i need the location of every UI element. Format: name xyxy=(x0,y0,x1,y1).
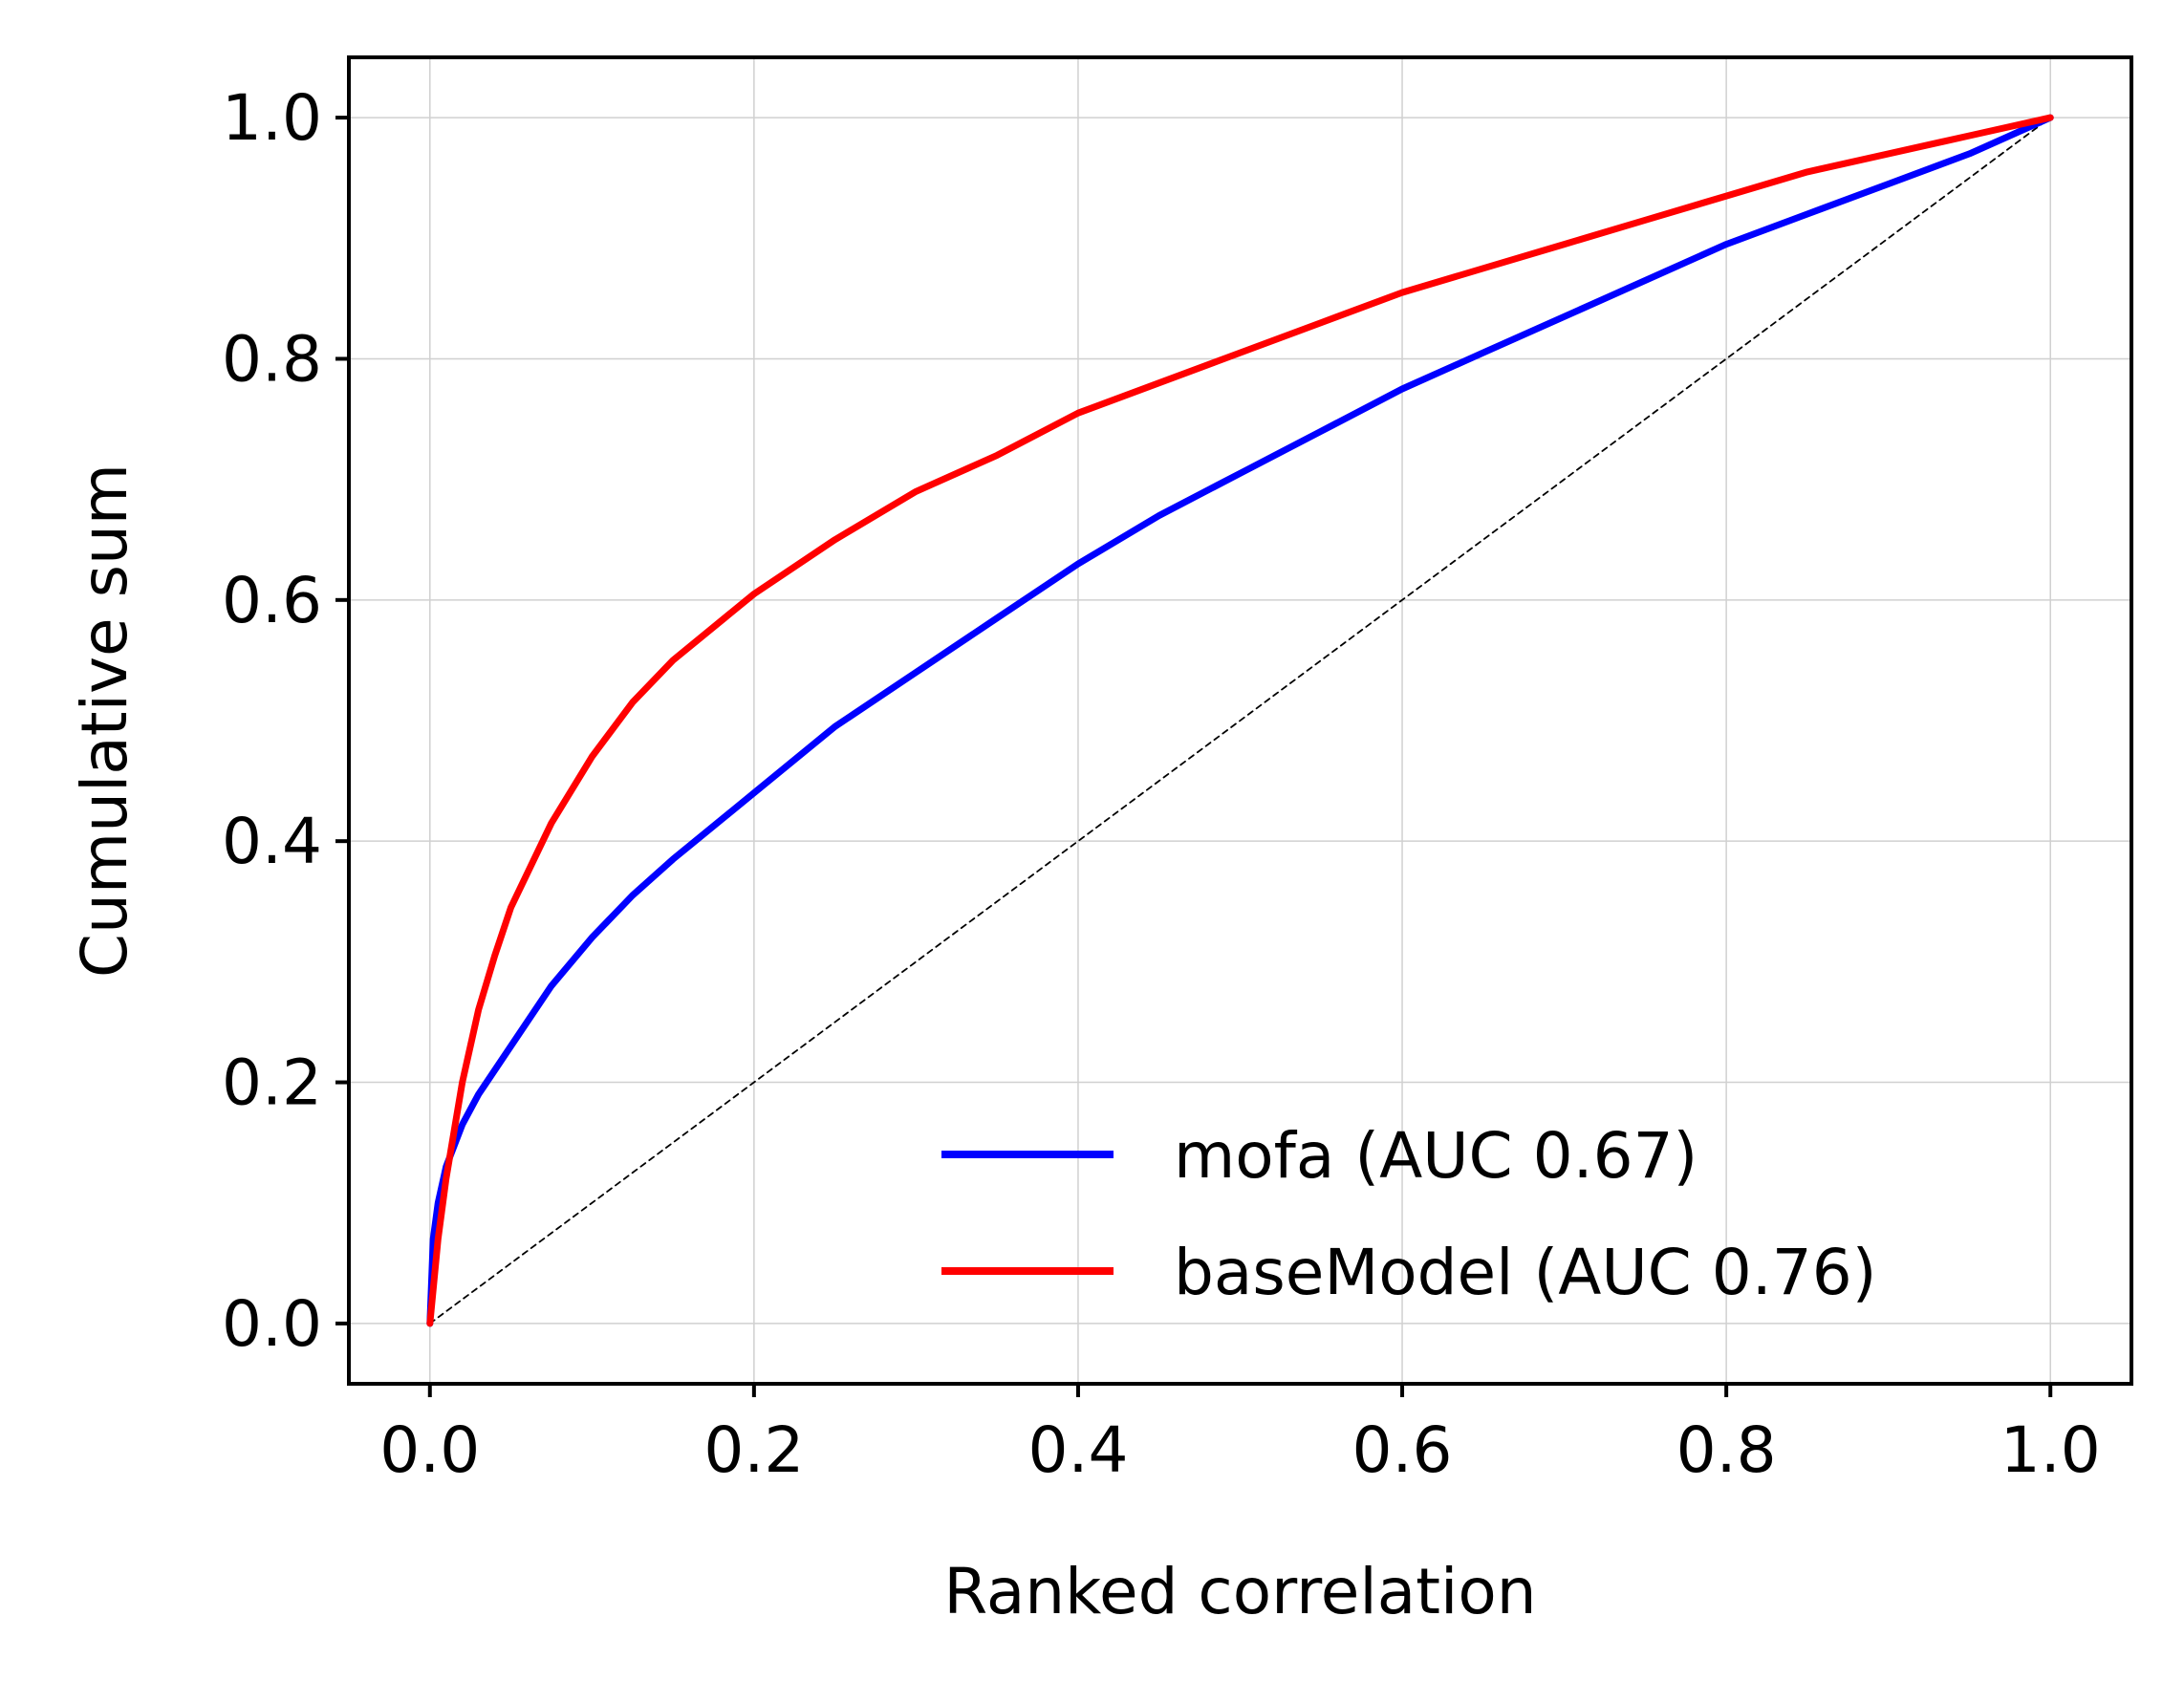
x-tick-label: 0.2 xyxy=(703,1413,804,1487)
y-axis-title: Cumulative sum xyxy=(68,463,141,978)
y-tick-label: 0.4 xyxy=(222,805,322,878)
diagonal-reference-line xyxy=(428,117,2052,1325)
x-axis-title: Ranked correlation xyxy=(943,1555,1536,1628)
ticks: 0.0 0.2 0.4 0.6 0.8 1.0 0.0 0.2 0.4 0.6 0.8 1.0 xyxy=(222,81,2101,1487)
legend: mofa (AUC 0.67) baseModel (AUC 0.76) xyxy=(941,1119,1876,1309)
y-tick-label: 0.2 xyxy=(222,1046,322,1120)
legend-label-basemodel: baseModel (AUC 0.76) xyxy=(1174,1236,1876,1309)
x-tick-label: 0.4 xyxy=(1027,1413,1128,1487)
y-tick-label: 0.6 xyxy=(222,564,322,637)
series-line-basemodel xyxy=(426,114,2054,1327)
x-tick-label: 0.6 xyxy=(1352,1413,1453,1487)
y-tick-label: 1.0 xyxy=(222,81,322,155)
series-line-mofa xyxy=(426,114,2054,1327)
y-tick-label: 0.8 xyxy=(222,322,322,396)
series-layer xyxy=(426,114,2054,1327)
grid xyxy=(349,57,2131,1384)
plot-frame xyxy=(347,55,2133,1386)
y-tick-label: 0.0 xyxy=(222,1287,322,1361)
x-tick-label: 1.0 xyxy=(2000,1413,2101,1487)
legend-label-mofa: mofa (AUC 0.67) xyxy=(1174,1119,1697,1193)
x-tick-label: 0.8 xyxy=(1676,1413,1777,1487)
x-tick-label: 0.0 xyxy=(379,1413,480,1487)
